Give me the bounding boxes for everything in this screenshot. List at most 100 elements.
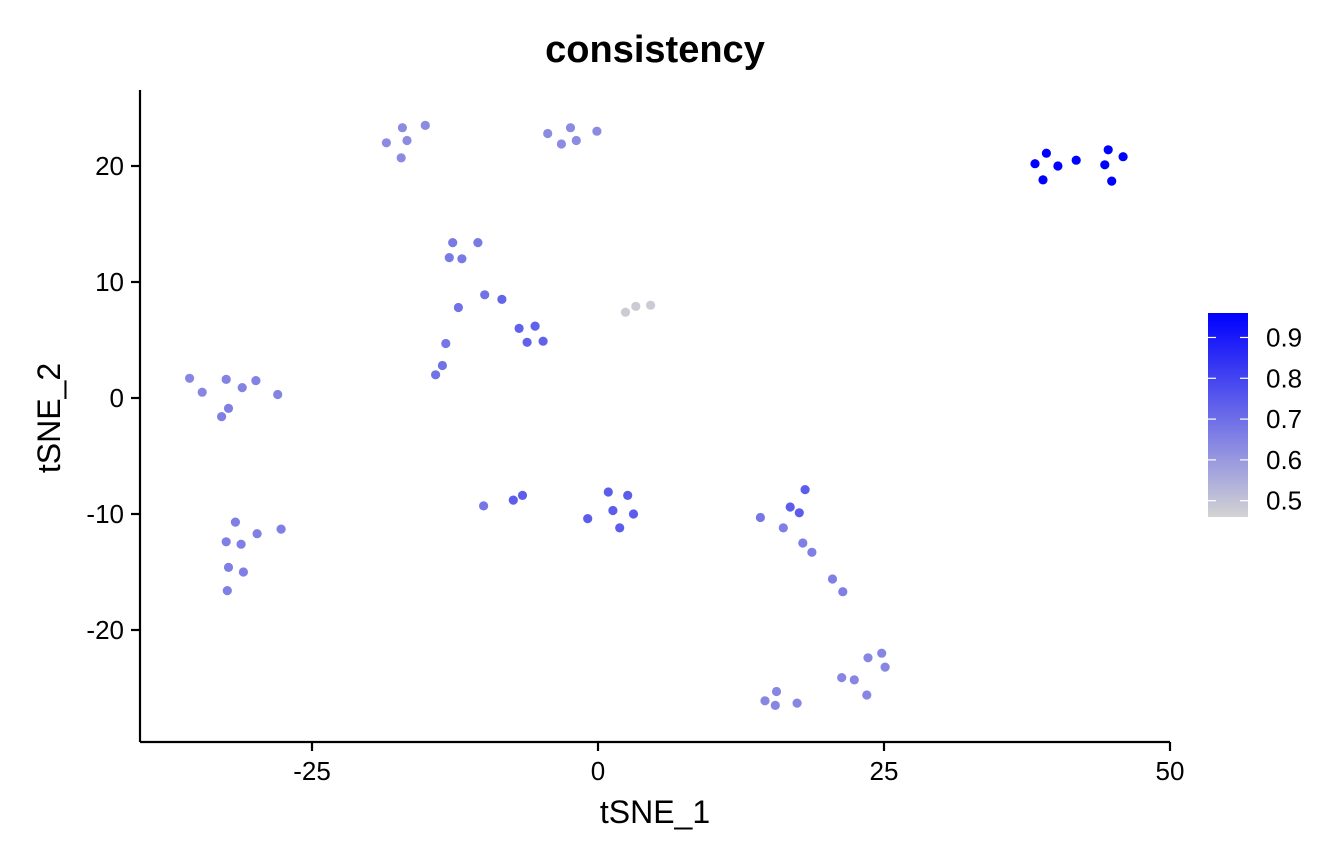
data-point (444, 253, 454, 263)
data-point (538, 336, 548, 346)
colorbar-tick-label: 0.6 (1266, 445, 1302, 475)
y-tick-label: -10 (86, 499, 124, 529)
data-point (397, 123, 407, 133)
data-point (827, 574, 838, 584)
y-tick-label: 10 (95, 267, 124, 297)
data-point (517, 490, 528, 500)
data-point (862, 690, 872, 700)
x-tick-label: 25 (870, 756, 899, 786)
data-point (530, 321, 540, 331)
data-point (770, 700, 780, 711)
data-point (807, 547, 817, 557)
data-point (798, 538, 808, 548)
data-point (565, 123, 576, 133)
data-point (441, 338, 451, 349)
colorbar-tick-label: 0.8 (1266, 363, 1302, 393)
data-point (628, 509, 639, 519)
data-point (838, 587, 848, 597)
data-point (497, 294, 507, 304)
data-point (437, 360, 447, 371)
data-point (760, 696, 770, 706)
data-point (453, 302, 463, 313)
data-point (457, 254, 467, 264)
colorbar-ticks: 0.5 0.6 0.7 0.8 0.9 (1208, 322, 1302, 516)
data-point (1071, 155, 1081, 165)
data-point (431, 370, 441, 380)
data-point (273, 389, 283, 400)
x-axis-title: tSNE_1 (600, 794, 710, 830)
data-point (223, 403, 234, 413)
data-point (381, 138, 391, 148)
data-point (222, 586, 232, 596)
data-point (230, 517, 240, 527)
data-point (794, 508, 804, 518)
data-point (620, 307, 631, 317)
data-point (792, 698, 802, 708)
data-point (402, 135, 412, 146)
data-point (197, 387, 207, 397)
x-axis-ticks: -25 0 25 50 (293, 742, 1184, 786)
data-point (1053, 161, 1063, 171)
data-point (251, 376, 261, 386)
data-point (221, 374, 231, 384)
data-point (479, 501, 489, 511)
data-point (785, 502, 795, 512)
data-point (608, 505, 618, 516)
y-axis-ticks: -20 -10 0 10 20 (86, 151, 140, 645)
x-tick-label: 50 (1156, 756, 1185, 786)
data-point (571, 135, 581, 146)
data-point (1118, 152, 1128, 162)
data-point (1107, 176, 1117, 186)
y-axis-title: tSNE_2 (31, 363, 67, 473)
data-point (877, 648, 887, 658)
data-point (276, 524, 286, 534)
data-point (592, 126, 602, 136)
data-point (473, 238, 483, 248)
data-point (1100, 160, 1110, 170)
data-point (236, 539, 246, 549)
colorbar-tick-label: 0.9 (1266, 322, 1302, 352)
data-point (863, 653, 873, 663)
data-point (420, 120, 430, 130)
data-point (514, 323, 524, 333)
data-point (615, 523, 625, 533)
data-point (1041, 148, 1051, 158)
data-point (480, 290, 490, 300)
data-point (522, 337, 532, 347)
data-point (603, 487, 613, 497)
data-point (755, 512, 766, 523)
data-point (221, 537, 231, 547)
colorbar (1208, 313, 1248, 517)
colorbar-tick-label: 0.7 (1266, 404, 1302, 434)
data-point (880, 662, 890, 672)
data-point (849, 675, 859, 685)
data-point (623, 490, 633, 500)
data-point (583, 514, 593, 524)
data-point (800, 485, 810, 495)
y-tick-label: 20 (95, 151, 124, 181)
data-point (448, 238, 458, 248)
data-point (771, 686, 782, 697)
data-point (1030, 159, 1040, 169)
data-point (556, 139, 567, 149)
data-point (837, 673, 847, 683)
data-point (252, 529, 262, 539)
data-point (631, 301, 641, 311)
data-point (508, 495, 518, 505)
data-point (778, 523, 788, 533)
x-tick-label: 0 (591, 756, 605, 786)
data-point (1103, 145, 1113, 155)
data-point (223, 562, 234, 573)
color-legend: 0.5 0.6 0.7 0.8 0.9 (1208, 313, 1302, 517)
chart-title: consistency (545, 29, 765, 71)
data-point (543, 128, 553, 139)
colorbar-tick-label: 0.5 (1266, 486, 1302, 516)
data-point (238, 567, 248, 577)
data-point (1038, 175, 1048, 185)
y-tick-label: -20 (86, 615, 124, 645)
data-point (237, 383, 247, 393)
data-point (396, 153, 406, 163)
points-layer (185, 120, 1128, 711)
y-tick-label: 0 (110, 383, 124, 413)
